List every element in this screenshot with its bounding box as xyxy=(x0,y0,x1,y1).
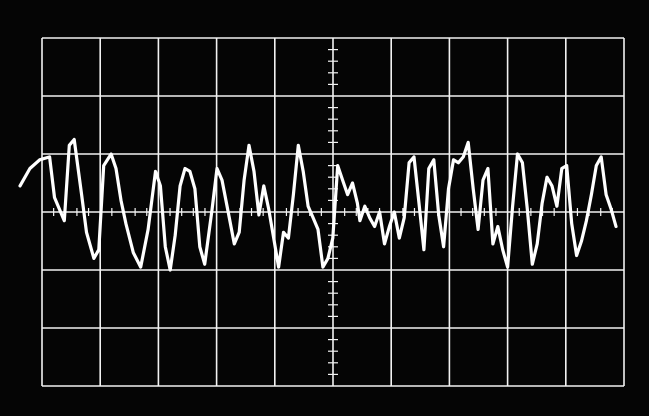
graticule-grid xyxy=(41,37,625,387)
signal-trace xyxy=(18,137,618,272)
